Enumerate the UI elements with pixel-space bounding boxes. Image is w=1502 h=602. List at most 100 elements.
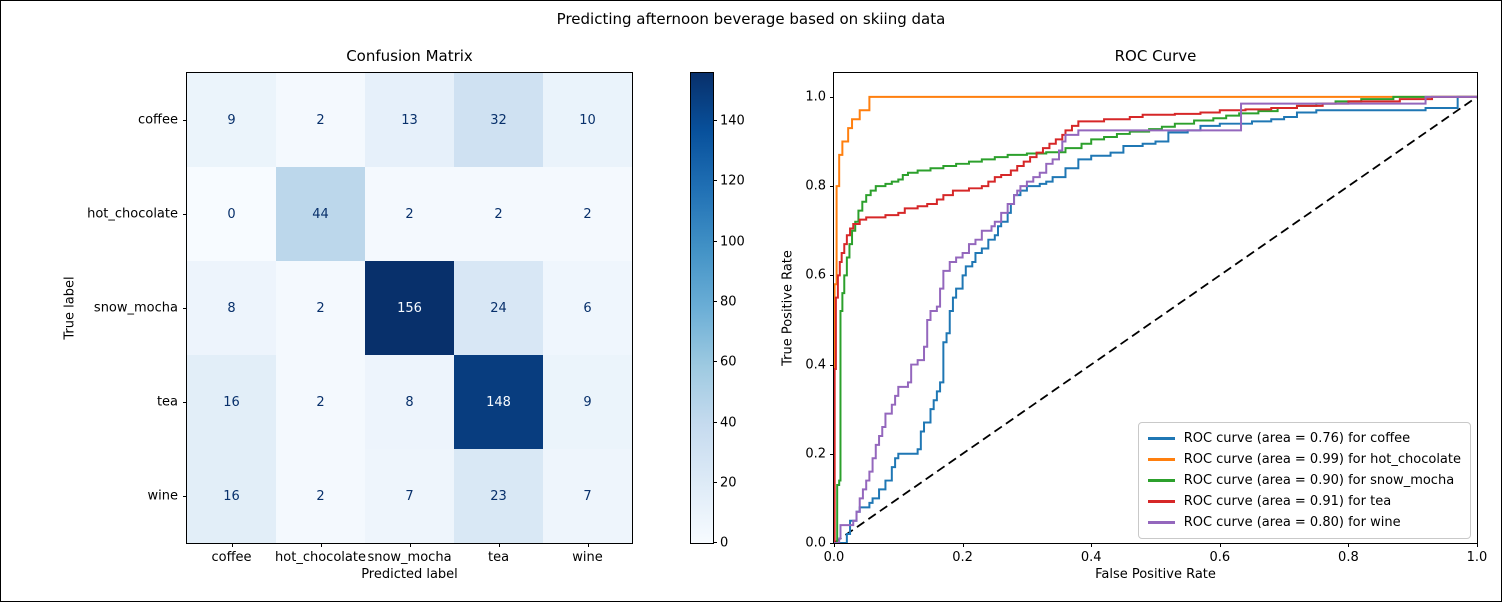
cm-cell: 2 [543,167,632,261]
cm-cell: 23 [454,449,543,543]
roc-y-tick-label: 0.0 [805,535,826,551]
legend-item: ROC curve (area = 0.80) for wine [1147,514,1461,531]
colorbar-tick-mark [713,240,717,242]
cm-grid: 9 2 13 32 10 0 44 2 2 2 8 2 156 24 6 16 2 8 148 9 16 2 7 23 7 [187,73,632,543]
cm-x-tick-label: wine [572,550,603,565]
cm-cell: 7 [543,449,632,543]
colorbar-tick-mark [713,180,717,182]
colorbar-tick-mark [713,481,717,483]
colorbar-tick-label: 60 [720,354,737,370]
colorbar: 0 20 40 60 80 100 120 140 [690,72,745,551]
legend-item: ROC curve (area = 0.91) for tea [1147,493,1461,510]
cm-x-tick-label: coffee [211,550,252,565]
roc-subplot: ROC Curve False Positive Rate True Posit… [781,47,1488,582]
colorbar-tick-label: 20 [720,475,737,491]
roc-x-tick-label: 0.4 [1080,550,1102,565]
cm-x-tick-mark [409,543,411,547]
legend-line-swatch [1147,437,1175,440]
roc-y-tick-label: 1.0 [805,89,826,105]
cm-cell: 6 [543,261,632,355]
cm-title: Confusion Matrix [346,47,473,65]
roc-x-tick-mark [834,543,835,547]
roc-x-tick-label: 0.8 [1338,550,1359,565]
legend-label: ROC curve (area = 0.90) for snow_mocha [1183,473,1455,488]
roc-x-tick-label: 0.6 [1209,550,1231,565]
cm-xlabel: Predicted label [361,567,458,582]
colorbar-tick-mark [713,300,717,302]
legend-item: ROC curve (area = 0.90) for snow_mocha [1147,472,1461,489]
cm-x-tick-mark [587,543,589,547]
colorbar-tick-mark [713,542,717,543]
legend-item: ROC curve (area = 0.76) for coffee [1147,430,1461,447]
roc-x-tick-label: 1.0 [1466,550,1488,565]
cm-cell: 7 [365,449,454,543]
colorbar-tick-mark [713,421,717,423]
cm-y-tick-label: snow_mocha [93,300,178,316]
colorbar-tick-mark [713,361,717,363]
cm-cell: 13 [365,73,454,167]
legend-item: ROC curve (area = 0.99) for hot_chocolat… [1147,451,1461,468]
cm-cell: 2 [276,261,365,355]
cm-cell: 2 [276,73,365,167]
roc-y-tick-mark [830,543,834,544]
roc-xlabel: False Positive Rate [1095,567,1216,582]
roc-series-path-hot_chocolate [834,95,1477,543]
roc-x-tick-label: 0.2 [952,550,973,565]
cm-subplot: Confusion Matrix 9 2 13 32 10 0 44 2 2 2 8 2 156 24 6 1… [63,47,633,582]
roc-y-tick-mark [830,453,834,455]
cm-cell: 9 [543,355,632,449]
cm-x-tick-mark [498,543,500,547]
cm-y-tick-mark [183,402,187,403]
roc-y-tick-mark [830,275,834,277]
roc-legend: ROC curve (area = 0.76) for coffee ROC cu… [1137,422,1471,539]
legend-line-swatch [1147,521,1175,524]
cm-cell: 2 [365,167,454,261]
roc-diagonal-line [834,96,1477,543]
roc-series-path-snow_mocha [834,95,1477,543]
cm-cell: 0 [187,167,276,261]
roc-x-tick-mark [962,543,964,547]
cm-cell: 2 [454,167,543,261]
roc-y-tick-label: 0.6 [805,267,826,283]
roc-y-tick-label: 0.4 [805,357,826,373]
cm-y-tick-label: hot_chocolate [87,206,178,222]
roc-series-path-coffee [834,95,1477,543]
roc-series-path-tea [834,95,1477,543]
roc-title: ROC Curve [1114,47,1197,65]
roc-x-tick-mark [1348,543,1350,547]
roc-ylabel: True Positive Rate [780,250,796,366]
cm-x-tick-label: tea [487,550,510,565]
cm-ylabel: True label [62,276,78,340]
cm-x-tick-label: snow_mocha [367,550,452,565]
cm-cell: 2 [276,449,365,543]
cm-y-tick-label: coffee [137,112,178,128]
cm-x-tick-label: hot_chocolate [275,550,366,565]
legend-label: ROC curve (area = 0.99) for hot_chocolat… [1183,452,1461,467]
figure-title: Predicting afternoon beverage based on s… [556,10,946,28]
cm-cell: 8 [365,355,454,449]
roc-x-tick-mark [1477,543,1478,547]
colorbar-tick-label: 140 [720,113,745,129]
cm-y-tick-mark [183,496,187,497]
legend-line-swatch [1147,458,1175,461]
roc-plot-svg [834,95,1477,543]
legend-label: ROC curve (area = 0.91) for tea [1183,494,1392,509]
roc-x-tick-mark [1091,543,1093,547]
cm-cell: 2 [276,355,365,449]
colorbar-tick-label: 40 [720,415,737,430]
legend-line-swatch [1147,500,1175,503]
legend-label: ROC curve (area = 0.80) for wine [1183,515,1401,530]
colorbar-tick-label: 120 [720,173,745,189]
roc-y-tick-label: 0.8 [805,178,826,194]
roc-x-tick-label: 0.0 [823,550,845,565]
cm-y-tick-mark [183,214,187,215]
cm-cell: 32 [454,73,543,167]
cm-cell: 16 [187,449,276,543]
cm-cell: 16 [187,355,276,449]
colorbar-tick-mark [713,120,717,122]
cm-y-tick-mark [183,120,187,121]
roc-y-tick-mark [830,364,834,366]
cm-y-tick-label: tea [156,394,178,410]
cm-cell: 8 [187,261,276,355]
